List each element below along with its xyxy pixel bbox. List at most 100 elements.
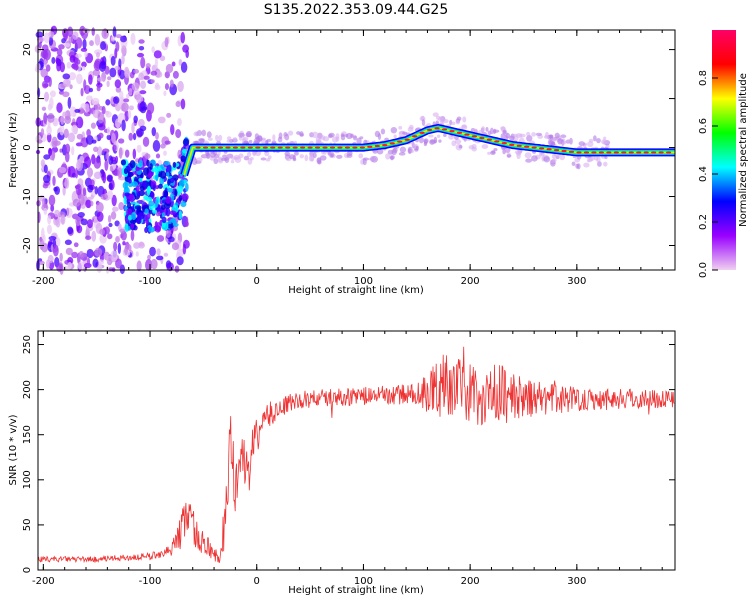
spectrogram-cell xyxy=(505,132,511,139)
spectrogram-cell xyxy=(163,160,170,166)
spectrogram-cell xyxy=(299,133,305,137)
spectrogram-cell xyxy=(166,112,172,118)
spectrogram-cell xyxy=(76,116,84,129)
spectrogram-cell xyxy=(165,196,172,204)
spectrogram-ridge xyxy=(180,124,677,177)
spectrogram-cell xyxy=(109,67,117,78)
spectrogram-cell xyxy=(73,242,79,248)
spectrogram-cell xyxy=(551,158,557,162)
spectrogram-cell xyxy=(461,124,468,131)
spectrogram-peak xyxy=(307,146,313,149)
spectrogram-cell xyxy=(531,132,536,137)
spectrogram-cell xyxy=(272,134,276,142)
spectrogram-cell xyxy=(96,77,105,82)
spectrogram-cell xyxy=(169,210,177,216)
spectrogram-cell xyxy=(490,150,496,155)
spectrogram-cell xyxy=(69,55,76,63)
spectrogram-peak xyxy=(665,151,672,154)
spectrogram-cell xyxy=(122,241,126,246)
spectrogram-cell xyxy=(82,38,87,50)
spectrogram-cell xyxy=(118,202,125,211)
spectrogram-cell xyxy=(84,156,92,168)
spectrogram-peak xyxy=(277,146,283,149)
spectrogram-cell xyxy=(155,255,164,261)
spectrogram-cell xyxy=(115,86,122,93)
spectrogram-peak xyxy=(621,151,627,154)
spectrogram-peak xyxy=(202,146,209,149)
spectrogram-cell xyxy=(87,257,91,267)
spectrogram-cell xyxy=(111,132,116,144)
top-x-tick-label: 300 xyxy=(567,276,586,287)
spectrogram-peak xyxy=(314,146,321,149)
spectrogram-cell xyxy=(358,153,364,159)
spectrogram-cell xyxy=(458,145,463,149)
spectrogram-cell xyxy=(67,226,74,235)
spectrogram-cell xyxy=(185,182,189,192)
spectrogram-cell xyxy=(147,172,153,179)
spectrogram-cell xyxy=(535,132,543,136)
spectrogram-cell xyxy=(110,35,116,42)
spectrogram-cell xyxy=(40,159,45,168)
spectrogram-cell xyxy=(138,159,143,167)
spectrogram-cell xyxy=(71,146,75,156)
spectrogram-cell xyxy=(37,36,45,42)
spectrogram-peak xyxy=(568,150,575,153)
spectrogram-cell xyxy=(58,44,65,50)
spectrogram-cell xyxy=(40,68,48,78)
spectrogram-cell xyxy=(481,126,485,132)
spectrogram-cell xyxy=(119,228,126,234)
spectrogram-peak xyxy=(329,146,336,149)
spectrogram-cell xyxy=(127,178,132,184)
spectrogram-cell xyxy=(174,265,180,273)
spectrogram-cell xyxy=(362,158,367,166)
spectrogram-cell xyxy=(145,62,151,69)
spectrogram-cell xyxy=(113,241,118,251)
bottom-x-tick-label: -200 xyxy=(32,576,55,587)
spectrogram-cell xyxy=(50,204,55,212)
spectrogram-peak xyxy=(292,146,298,149)
spectrogram-cell xyxy=(128,105,134,111)
spectrogram-cell xyxy=(340,134,346,141)
spectrogram-cell xyxy=(144,208,149,215)
spectrogram-cell xyxy=(99,61,106,73)
spectrogram-cell xyxy=(115,258,122,269)
spectrogram-peak xyxy=(441,128,448,131)
spectrogram-cell xyxy=(104,226,110,235)
spectrogram-peak xyxy=(501,142,507,145)
spectrogram-cell xyxy=(77,261,86,271)
spectrogram-cell xyxy=(131,211,137,221)
spectrogram-cell xyxy=(84,103,90,113)
spectrogram-cell xyxy=(114,220,120,227)
spectrogram-cell xyxy=(54,209,61,218)
spectrogram-cell xyxy=(319,155,327,161)
spectrogram-cell xyxy=(123,98,130,103)
spectrogram-peak xyxy=(389,142,395,145)
spectrogram-cell xyxy=(390,126,398,134)
spectrogram-cell xyxy=(428,134,434,138)
spectrogram-cell xyxy=(112,96,120,104)
spectrogram-cell xyxy=(48,194,56,207)
spectrogram-cell xyxy=(559,153,566,161)
spectrogram-cell xyxy=(398,152,406,156)
spectrogram-cell xyxy=(66,61,72,69)
spectrogram-cell xyxy=(493,128,497,134)
spectrogram-cell xyxy=(62,91,70,98)
top-y-tick-label: 10 xyxy=(22,92,33,105)
spectrogram-cell xyxy=(154,57,158,68)
spectrogram-peak xyxy=(412,135,418,138)
spectrogram-cells xyxy=(34,25,611,275)
bottom-y-tick-label: 250 xyxy=(22,335,33,354)
spectrogram-cell xyxy=(359,136,364,140)
spectrogram-cell xyxy=(48,76,52,87)
spectrogram-cell xyxy=(172,161,177,168)
spectrogram-cell xyxy=(376,148,384,155)
colorbar-tick-label: 0.6 xyxy=(698,118,709,134)
spectrogram-cell xyxy=(105,151,110,161)
spectrogram-cell xyxy=(554,132,560,139)
spectrogram-cell xyxy=(167,164,172,173)
spectrogram-cell xyxy=(121,54,125,65)
spectrogram-cell xyxy=(94,247,103,257)
spectrogram-cell xyxy=(98,132,104,139)
spectrogram-cell xyxy=(64,177,70,189)
spectrogram-cell xyxy=(138,177,143,182)
